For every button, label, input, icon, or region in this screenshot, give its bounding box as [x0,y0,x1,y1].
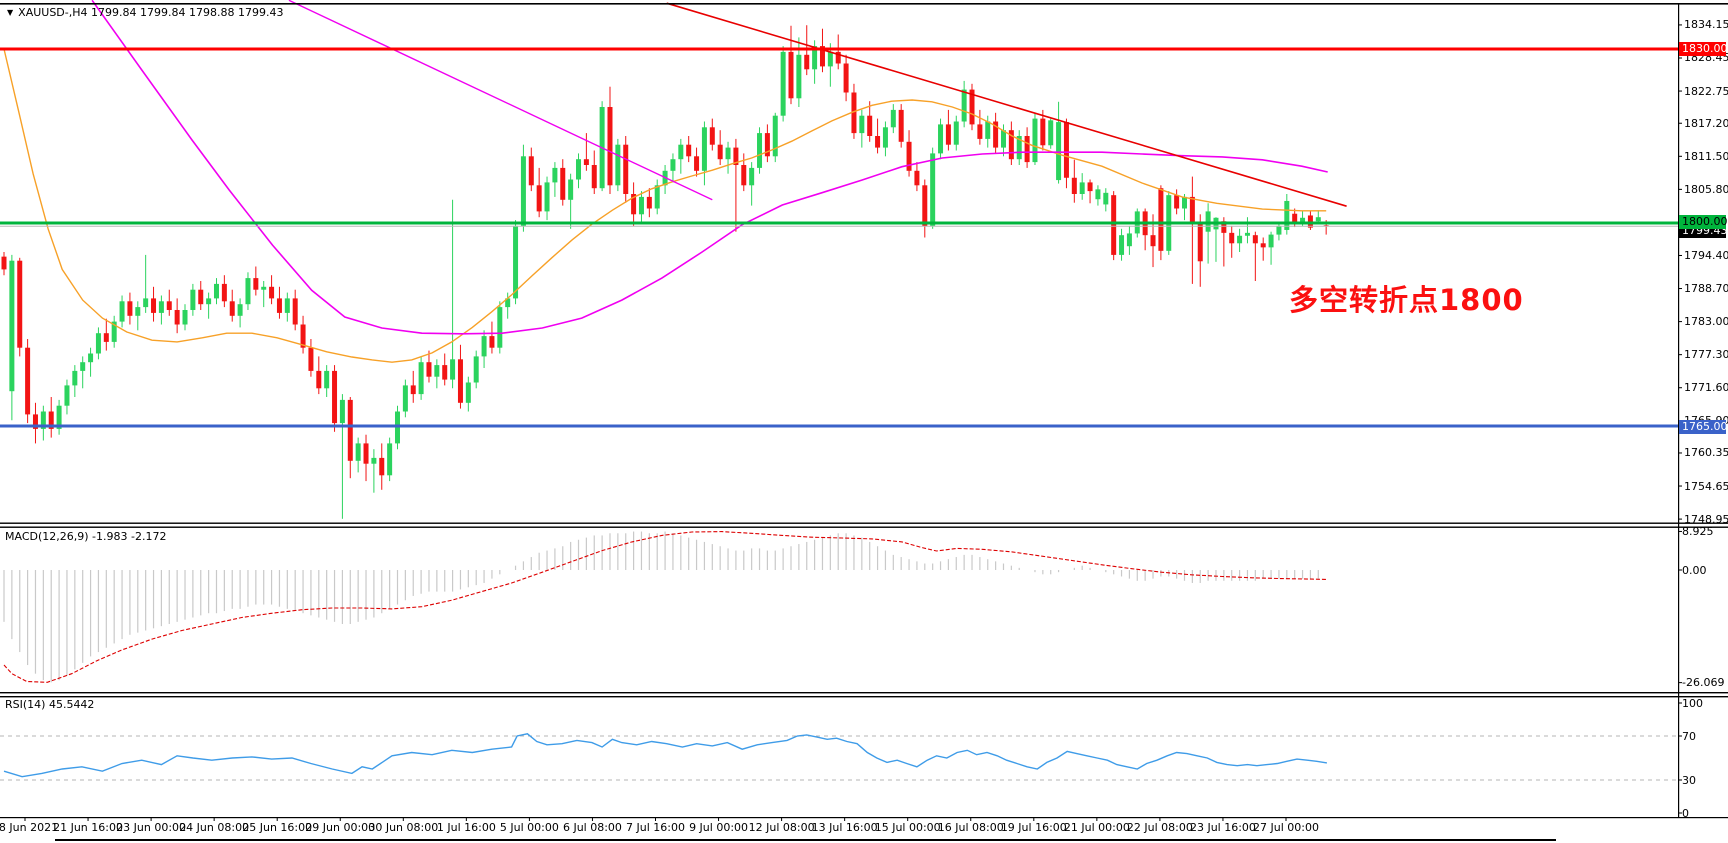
time-axis-label: 19 Jul 16:00 [1000,821,1067,834]
candles [1,25,1329,519]
price-axis-label: 1788.70 [1684,282,1728,296]
macd-axis-label: -26.069 [1682,676,1725,690]
rsi-line [3,733,1328,778]
time-axis-label: 21 Jun 16:00 [53,821,123,834]
symbol-ohlc-text: XAUUSD-,H4 1799.84 1799.84 1798.88 1799.… [18,6,284,19]
horizontal-lines [0,47,1678,428]
ma-fast-orange [3,48,1327,363]
macd-axis-label: 8.925 [1682,524,1714,538]
time-axis-label: 15 Jul 00:00 [874,821,941,834]
time-axis-label: 16 Jul 08:00 [937,821,1004,834]
time-axis-label: 25 Jun 16:00 [242,821,313,834]
price-axis-label: 1754.65 [1684,479,1728,493]
magenta-diagonal [288,0,713,201]
chevron-down-icon[interactable]: ▼ [7,8,14,17]
time-axis-label: 9 Jul 00:00 [689,821,749,834]
pivot-price-badge: 1800.00 [1679,215,1728,229]
time-axis-label: 23 Jun 00:00 [116,821,187,834]
rsi-levels [0,735,1678,781]
price-axis-label: 1777.30 [1684,348,1728,362]
macd-indicator-label: MACD(12,26,9) -1.983 -2.172 [5,530,167,543]
price-axis-label: 1760.35 [1684,446,1728,460]
annotation-text: 多空转折点1800 [1289,283,1524,317]
time-axis-label: 1 Jul 16:00 [436,821,496,834]
price-axis-label: 1748.95 [1684,512,1728,526]
macd-axis-label: 0.00 [1682,563,1707,577]
rsi-axis-label: 70 [1682,729,1696,743]
time-axis-label: 22 Jul 08:00 [1126,821,1193,834]
time-axis-label: 13 Jul 16:00 [811,821,878,834]
borders [0,3,1728,841]
time-axis-label: 18 Jun 2021 [0,821,59,834]
time-axis-label: 21 Jul 00:00 [1063,821,1130,834]
time-axis-label: 6 Jul 08:00 [562,821,622,834]
rsi-indicator-label: RSI(14) 45.5442 [5,698,95,711]
price-axis-label: 1811.50 [1684,149,1728,163]
time-axis-label: 29 Jun 00:00 [305,821,376,834]
support-price-badge: 1765.00 [1679,420,1728,434]
rsi-axis-label: 30 [1682,773,1696,787]
time-axis-label: 30 Jun 08:00 [368,821,439,834]
price-axis-label: 1771.60 [1684,381,1728,395]
ma-slow-magenta [91,0,1328,335]
price-axis-label: 1834.15 [1684,18,1728,32]
price-axis-label: 1822.75 [1684,84,1728,98]
macd-signal-line [3,531,1327,683]
symbol-ohlc-label: ▼ XAUUSD-,H4 1799.84 1799.84 1798.88 179… [7,6,283,19]
rsi-axis-label: 100 [1682,696,1703,710]
time-axis-label: 24 Jun 08:00 [179,821,250,834]
resistance-price-badge: 1830.00 [1679,42,1728,56]
time-axis-label: 5 Jul 00:00 [499,821,559,834]
time-axis-label: 7 Jul 16:00 [626,821,685,834]
descending-trendline [666,2,1347,207]
price-axis-label: 1805.80 [1684,182,1728,196]
time-axis-label: 12 Jul 08:00 [748,821,815,834]
time-axis-label: 23 Jul 16:00 [1189,821,1256,834]
macd-histogram [3,531,1319,683]
time-axis-label: 27 Jul 00:00 [1253,821,1319,834]
rsi-axis-label: 0 [1682,806,1689,820]
price-axis-label: 1783.00 [1684,315,1728,329]
price-axis-label: 1817.20 [1684,116,1728,130]
price-axis-label: 1794.40 [1684,248,1728,262]
